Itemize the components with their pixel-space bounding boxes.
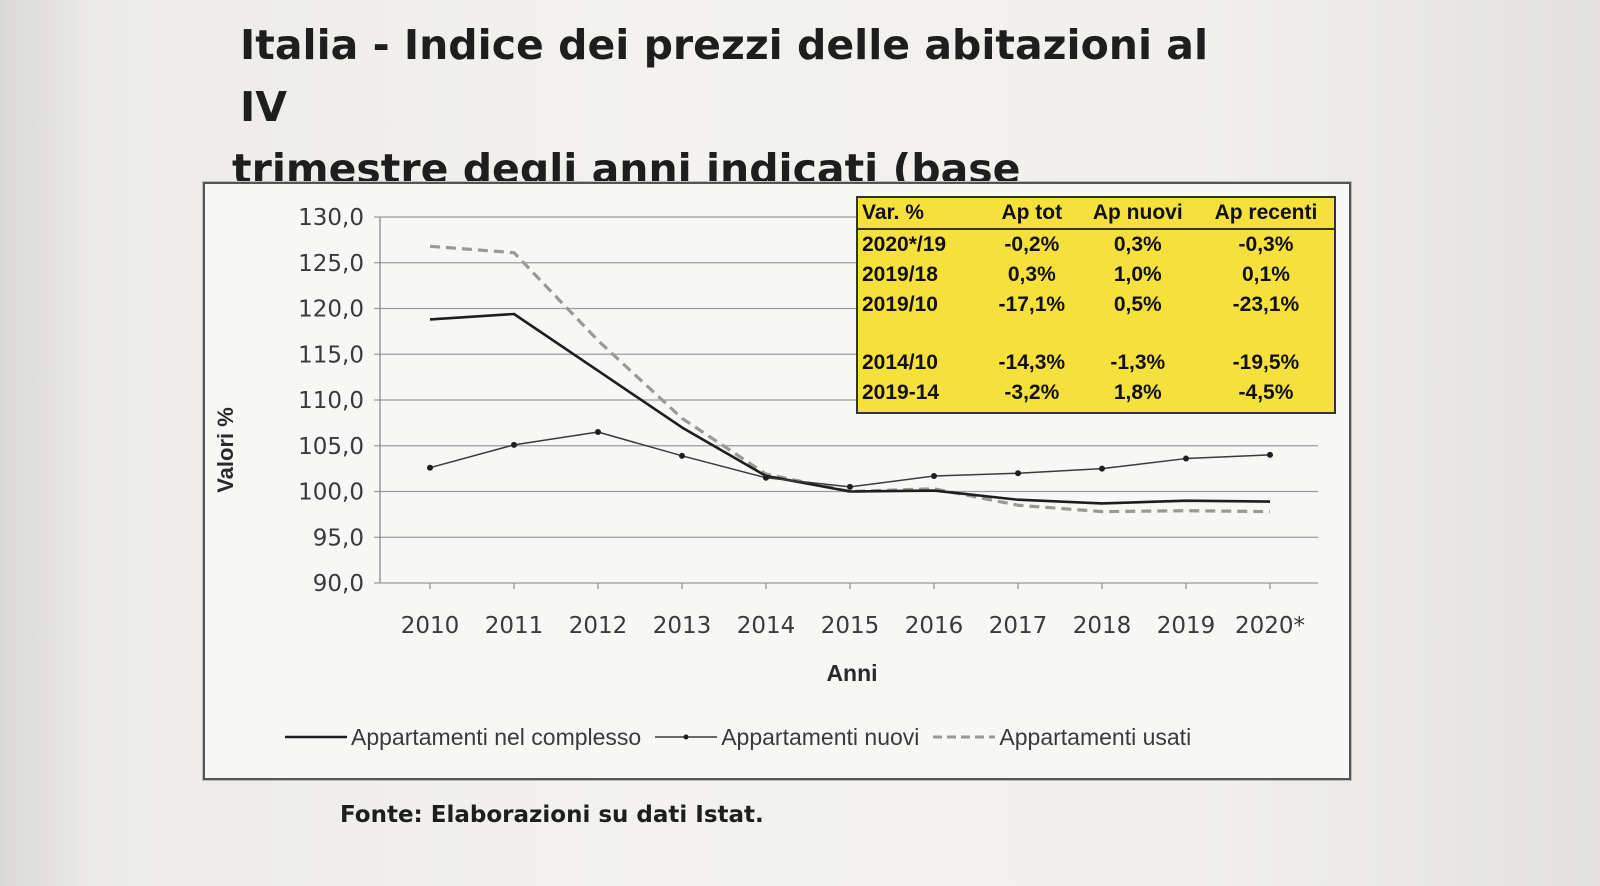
data-point [1183, 455, 1189, 462]
legend-label: Appartamenti usati [999, 723, 1192, 750]
stats-cell: 2020*/19 [862, 233, 947, 256]
stats-cell: 1,0% [1113, 263, 1162, 286]
legend-item: Appartamenti nel complesso [285, 724, 641, 751]
stats-cell: 0,5% [1113, 293, 1162, 316]
x-tick-label: 2015 [821, 613, 880, 639]
stats-cell: -0,2% [1004, 233, 1060, 256]
stats-cell: -23,1% [1232, 293, 1300, 316]
stats-cell: 2014/10 [862, 351, 938, 374]
x-tick-label: 2010 [401, 613, 460, 639]
stats-header-cell: Ap tot [986, 198, 1078, 230]
stats-header-cell: Ap nuovi [1077, 198, 1198, 230]
series-line-0 [429, 312, 1271, 505]
stats-cell [1078, 320, 1198, 348]
y-tick-label: 120,0 [298, 297, 364, 323]
stats-cell: 1,8% [1113, 381, 1162, 404]
stats-header-row: Var. % Ap tot Ap nuovi Ap recenti [858, 198, 1334, 230]
data-point [679, 452, 685, 459]
y-tick-label: 100,0 [298, 480, 364, 506]
data-point [595, 429, 601, 436]
x-tick-label: 2017 [989, 613, 1048, 639]
legend-label: Appartamenti nuovi [721, 723, 920, 750]
stats-cell: 2019/18 [862, 263, 938, 286]
x-tick-label: 2014 [737, 613, 796, 639]
stats-cell [858, 320, 986, 348]
x-tick-label: 2012 [569, 613, 628, 639]
x-tick-label: 2011 [485, 613, 544, 639]
stats-table-box: Var. % Ap tot Ap nuovi Ap recenti 2020*/… [856, 196, 1336, 414]
legend-label: Appartamenti nel complesso [351, 723, 642, 750]
data-point [1267, 451, 1273, 458]
x-tick-label: 2020* [1235, 613, 1305, 639]
legend-item: Appartamenti usati [933, 724, 1191, 751]
data-point [1099, 465, 1105, 472]
stats-cell: 2019-14 [862, 381, 940, 404]
y-tick-label: 95,0 [313, 525, 364, 551]
stats-cell: 0,1% [1242, 263, 1290, 286]
stats-row: 2019/18 0,3% 1,0% 0,1% [858, 260, 1334, 290]
data-point [763, 474, 769, 481]
data-point [931, 472, 937, 479]
stats-cell: -19,5% [1232, 351, 1300, 374]
stats-row: 2020*/19 -0,2% 0,3% -0,3% [858, 229, 1334, 260]
stats-cell [1198, 320, 1334, 348]
stats-cell: -1,3% [1110, 351, 1166, 374]
legend-swatch-complesso [285, 735, 347, 739]
data-point [847, 483, 853, 490]
stats-cell: -3,2% [1004, 381, 1060, 404]
stats-cell: -17,1% [998, 293, 1066, 316]
stats-row: 2019/10 -17,1% 0,5% -23,1% [858, 290, 1334, 320]
stats-cell: 0,3% [1113, 233, 1162, 256]
x-tick-label: 2016 [905, 613, 964, 639]
y-tick-label: 90,0 [313, 571, 364, 597]
y-tick-label: 115,0 [298, 342, 364, 368]
y-tick-label: 125,0 [298, 251, 364, 277]
x-tick-label: 2018 [1073, 613, 1132, 639]
stats-row: 2014/10 -14,3% -1,3% -19,5% [858, 348, 1334, 378]
data-point [427, 464, 433, 471]
x-tick-label: 2013 [653, 613, 712, 639]
legend-swatch-nuovi [655, 734, 718, 740]
stats-table: Var. % Ap tot Ap nuovi Ap recenti 2020*/… [858, 198, 1334, 408]
stats-cell: 0,3% [1007, 263, 1056, 286]
x-tick-label: 2019 [1157, 613, 1216, 639]
y-tick-label: 110,0 [298, 388, 364, 414]
series-line-2 [429, 244, 1271, 514]
y-tick-label: 130,0 [298, 205, 364, 231]
stats-cell: -14,3% [998, 351, 1066, 374]
stats-cell: -0,3% [1238, 233, 1294, 256]
y-axis-label: Valori % [213, 407, 238, 493]
data-point [511, 441, 517, 448]
stats-cell: 2019/10 [862, 293, 938, 316]
chart-legend: Appartamenti nel complesso Appartamenti … [285, 720, 1305, 754]
y-tick-label: 105,0 [298, 434, 364, 460]
stats-cell [986, 320, 1078, 348]
legend-item: Appartamenti nuovi [655, 724, 919, 751]
stats-header-cell: Var. % [858, 198, 986, 230]
stats-cell: -4,5% [1238, 381, 1294, 404]
x-axis-label: Anni [826, 660, 878, 686]
series-line-1 [429, 431, 1271, 488]
legend-swatch-usati [933, 735, 996, 739]
stats-row-spacer [858, 320, 1334, 348]
stats-row: 2019-14 -3,2% 1,8% -4,5% [858, 378, 1334, 408]
data-point [1015, 470, 1021, 477]
stats-header-cell: Ap recenti [1197, 198, 1334, 230]
source-note: Fonte: Elaborazioni su dati Istat. [340, 802, 764, 828]
title-line-1: Italia - Indice dei prezzi delle abitazi… [240, 21, 1209, 131]
